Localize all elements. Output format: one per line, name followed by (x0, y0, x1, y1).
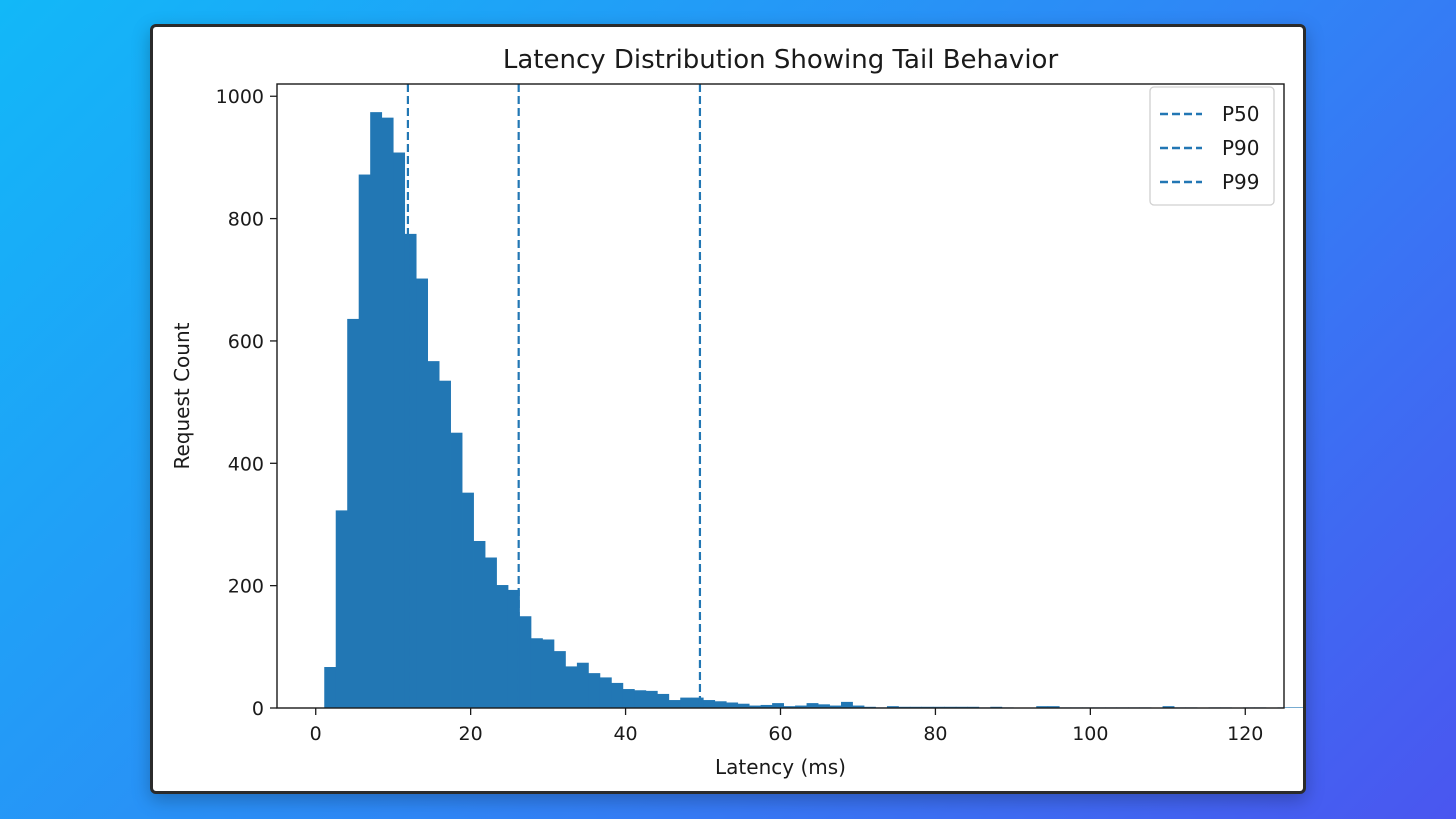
x-tick-label: 100 (1072, 723, 1108, 745)
histogram-bar (668, 700, 681, 708)
histogram-bar (335, 510, 348, 708)
histogram-bar (611, 682, 624, 708)
histogram-bar (714, 701, 727, 708)
histogram-bar (818, 704, 830, 708)
histogram-bar (1300, 707, 1303, 708)
y-tick-label: 0 (252, 698, 264, 720)
chart-title: Latency Distribution Showing Tail Behavi… (503, 45, 1059, 75)
histogram-bar (393, 152, 406, 708)
histogram-bar (772, 703, 784, 708)
chart-card: Latency Distribution Showing Tail Behavi… (150, 24, 1306, 794)
histogram-bar (795, 705, 807, 708)
y-tick-label: 200 (228, 576, 264, 598)
histogram-bar (703, 700, 716, 708)
histogram-bar (622, 689, 635, 708)
histogram-bar (381, 117, 394, 709)
histogram-bar (507, 589, 520, 708)
histogram-bar (1036, 706, 1049, 708)
histogram-bar (599, 677, 612, 708)
histogram-bar (473, 540, 486, 708)
histogram-bar (737, 703, 750, 708)
x-tick-label: 0 (310, 723, 322, 745)
y-tick-label: 400 (228, 453, 264, 475)
histogram-bar (680, 697, 693, 708)
histogram-bar (1047, 706, 1060, 708)
latency-histogram: Latency Distribution Showing Tail Behavi… (170, 45, 1303, 779)
x-tick-label: 80 (923, 723, 947, 745)
histogram-bar (542, 639, 555, 708)
legend-label: P99 (1222, 170, 1260, 194)
histogram-bar (427, 361, 440, 708)
x-tick-label: 60 (768, 723, 792, 745)
histogram-bar (462, 492, 474, 708)
legend-label: P50 (1222, 102, 1260, 126)
histogram-bar (634, 690, 647, 708)
histogram-bar (565, 666, 578, 708)
histogram-bar (370, 112, 383, 708)
histogram-bar (485, 557, 497, 708)
histogram-bar (783, 706, 796, 708)
histogram-bar (806, 703, 819, 708)
y-axis-title: Request Count (170, 322, 194, 469)
histogram-bar (404, 233, 417, 708)
y-tick-label: 800 (228, 209, 264, 231)
histogram-bar (439, 380, 451, 708)
histogram-bar (324, 667, 337, 708)
histogram-bar (760, 704, 773, 708)
y-tick-label: 600 (228, 331, 264, 353)
x-tick-label: 40 (613, 723, 637, 745)
histogram-bar (829, 705, 842, 708)
histogram-bar (496, 585, 509, 708)
histogram-bar (1288, 707, 1301, 708)
histogram-bar (749, 705, 762, 708)
histogram-bar (588, 673, 601, 708)
x-axis-title: Latency (ms) (715, 755, 846, 779)
histogram-bar (347, 318, 360, 708)
histogram-bar (576, 662, 589, 708)
histogram-bar (358, 174, 371, 708)
histogram-bar (530, 638, 543, 708)
histogram-bar (841, 701, 853, 708)
x-tick-label: 20 (459, 723, 483, 745)
y-tick-label: 1000 (216, 86, 264, 108)
histogram-bar (852, 705, 865, 708)
histogram-bar (657, 693, 670, 708)
histogram-bar (416, 278, 429, 708)
histogram-bar (886, 706, 899, 708)
histogram-bar (1162, 706, 1175, 708)
legend-label: P90 (1222, 136, 1260, 160)
histogram-bar (553, 651, 566, 708)
histogram-bar (645, 690, 658, 708)
legend-box (1149, 86, 1275, 206)
histogram-bar (519, 616, 532, 708)
histogram-bar (691, 697, 704, 708)
x-tick-label: 120 (1227, 723, 1263, 745)
histogram-bar (726, 702, 739, 708)
histogram-bar (450, 432, 463, 708)
